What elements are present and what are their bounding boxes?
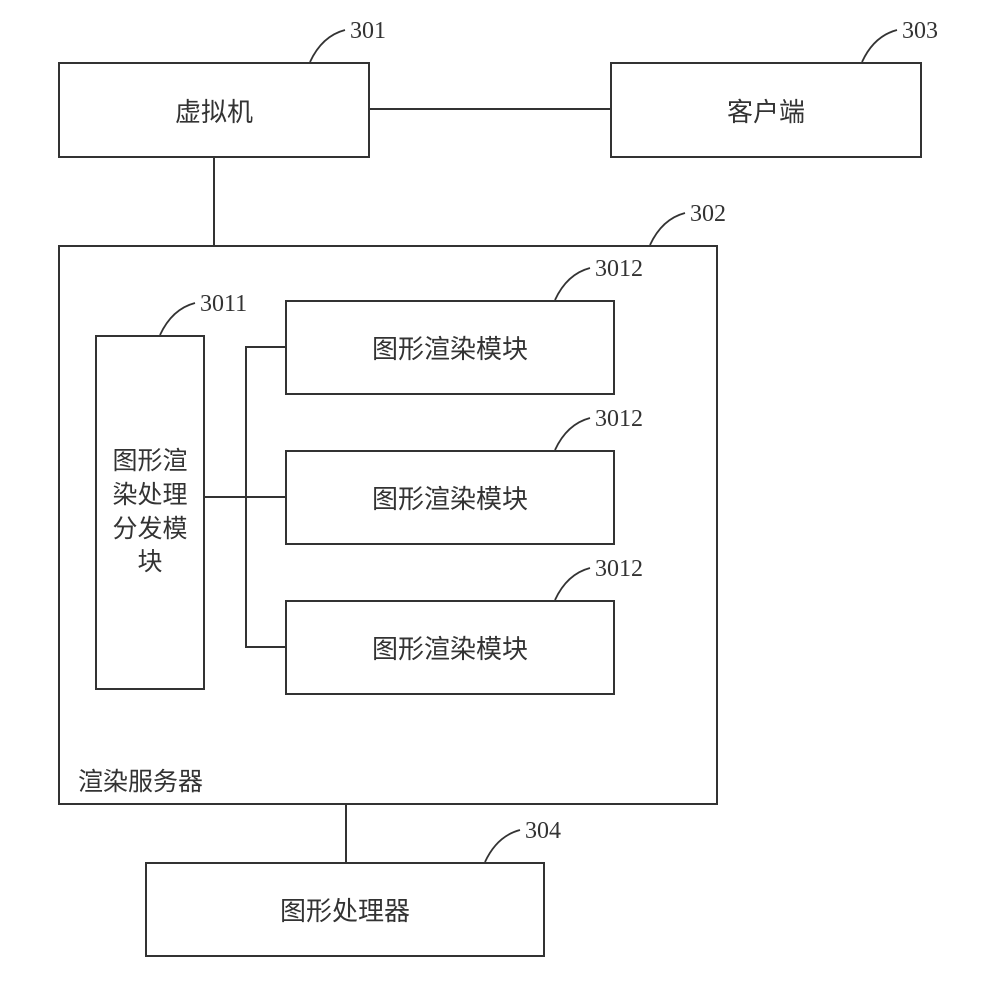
ref-3012-3: 3012 [595,556,643,583]
render-module-2: 图形渲染模块 [285,450,615,545]
render-module-3: 图形渲染模块 [285,600,615,695]
render-module-2-label: 图形渲染模块 [372,479,528,516]
dispatch-box: 图形渲染处理分发模块 [95,335,205,690]
render-server-label: 渲染服务器 [78,762,203,798]
ref-3011: 3011 [200,291,247,318]
connector-to-render3 [245,646,285,648]
client-box: 客户端 [610,62,922,158]
gpu-box: 图形处理器 [145,862,545,957]
ref-301: 301 [350,18,386,45]
connector-server-gpu [345,805,347,862]
vm-box: 虚拟机 [58,62,370,158]
render-module-1-label: 图形渲染模块 [372,329,528,366]
render-module-1: 图形渲染模块 [285,300,615,395]
ref-3012-1: 3012 [595,256,643,283]
ref-302: 302 [690,201,726,228]
connector-to-render2 [245,496,285,498]
gpu-label: 图形处理器 [280,891,410,928]
render-module-3-label: 图形渲染模块 [372,629,528,666]
connector-to-render1 [245,346,285,348]
connector-vm-server [213,158,215,245]
ref-304: 304 [525,818,561,845]
ref-3012-2: 3012 [595,406,643,433]
connector-dispatch-out [205,496,245,498]
vm-label: 虚拟机 [175,92,253,129]
client-label: 客户端 [727,92,805,129]
ref-303: 303 [902,18,938,45]
connector-vm-client [370,108,610,110]
diagram-canvas: 虚拟机 客户端 渲染服务器 图形渲染处理分发模块 图形渲染模块 图形渲染模块 图… [0,0,991,1000]
dispatch-label: 图形渲染处理分发模块 [111,445,189,580]
